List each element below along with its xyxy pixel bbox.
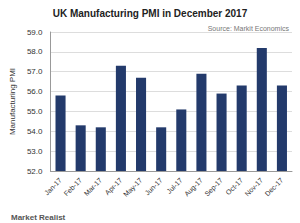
svg-text:Mar-17: Mar-17 <box>83 176 104 197</box>
svg-text:Apr-17: Apr-17 <box>104 176 125 197</box>
svg-text:54.0: 54.0 <box>27 127 43 136</box>
svg-text:59.0: 59.0 <box>27 28 43 37</box>
svg-text:Sep-17: Sep-17 <box>203 176 225 198</box>
svg-text:Nov-17: Nov-17 <box>243 176 264 197</box>
svg-text:53.0: 53.0 <box>27 147 43 156</box>
svg-text:58.0: 58.0 <box>27 47 43 56</box>
svg-text:52.0: 52.0 <box>27 167 43 176</box>
svg-text:Manufacturing PMI: Manufacturing PMI <box>8 68 17 135</box>
svg-text:Aug-17: Aug-17 <box>183 176 205 198</box>
svg-text:Market Realist: Market Realist <box>11 213 66 222</box>
svg-text:55.0: 55.0 <box>27 107 43 116</box>
svg-text:Dec-17: Dec-17 <box>264 176 285 197</box>
svg-text:Jun-17: Jun-17 <box>144 176 164 196</box>
svg-text:Oct-17: Oct-17 <box>224 176 244 196</box>
svg-text:UK Manufacturing PMI in Decemb: UK Manufacturing PMI in December 2017 <box>53 8 248 19</box>
svg-text:Feb-17: Feb-17 <box>63 176 84 197</box>
svg-text:57.0: 57.0 <box>27 67 43 76</box>
svg-text:Jan-17: Jan-17 <box>43 176 63 196</box>
svg-text:56.0: 56.0 <box>27 87 43 96</box>
svg-text:Jul-17: Jul-17 <box>165 176 183 194</box>
svg-text:May-17: May-17 <box>122 176 144 198</box>
svg-text:Source: Markit Economics: Source: Markit Economics <box>208 25 290 32</box>
